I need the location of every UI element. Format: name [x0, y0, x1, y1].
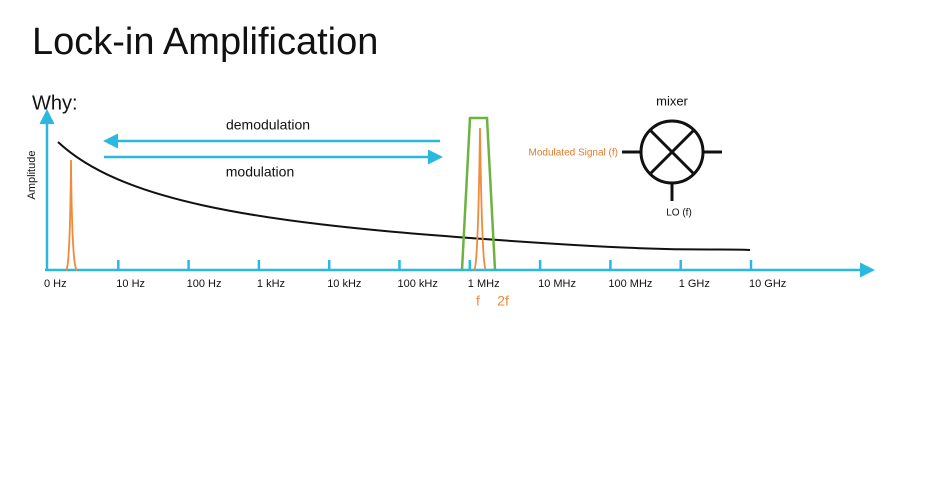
- modulation-label: modulation: [226, 164, 295, 180]
- mixer-input-label: Modulated Signal (f): [529, 148, 619, 159]
- signal-peak: [473, 127, 487, 271]
- demodulation-label: demodulation: [226, 117, 310, 133]
- subtitle: Why:: [32, 92, 78, 114]
- bandpass-filter: [460, 116, 497, 271]
- x-tick-label: 10 Hz: [116, 278, 145, 290]
- x-tick-label: 10 MHz: [538, 278, 576, 290]
- x-tick-label: 100 Hz: [187, 278, 222, 290]
- x-tick-label: 1 GHz: [679, 278, 710, 290]
- mixer-label: mixer: [656, 93, 688, 108]
- dc-peak: [65, 159, 78, 271]
- x-ticks: 0 Hz 10 Hz 100 Hz 1 kHz 10 kHz 100 kHz 1 MHz 10…: [44, 260, 786, 290]
- x-tick-label: 10 GHz: [749, 278, 786, 290]
- x-tick-label: 0 Hz: [44, 278, 67, 290]
- x-tick-label: 1 kHz: [257, 278, 285, 290]
- title: Lock-in Amplification: [32, 21, 378, 63]
- mixer-symbol: [622, 119, 722, 201]
- 2f-marker: 2f: [497, 293, 509, 309]
- mixer-lo-label: LO (f): [666, 208, 692, 219]
- x-tick-label: 100 MHz: [608, 278, 652, 290]
- f-marker: f: [476, 293, 480, 309]
- noise-curve: [57, 141, 751, 251]
- x-tick-label: 1 MHz: [468, 278, 500, 290]
- x-tick-label: 10 kHz: [327, 278, 361, 290]
- y-axis-label: Amplitude: [26, 151, 38, 200]
- x-tick-label: 100 kHz: [398, 278, 438, 290]
